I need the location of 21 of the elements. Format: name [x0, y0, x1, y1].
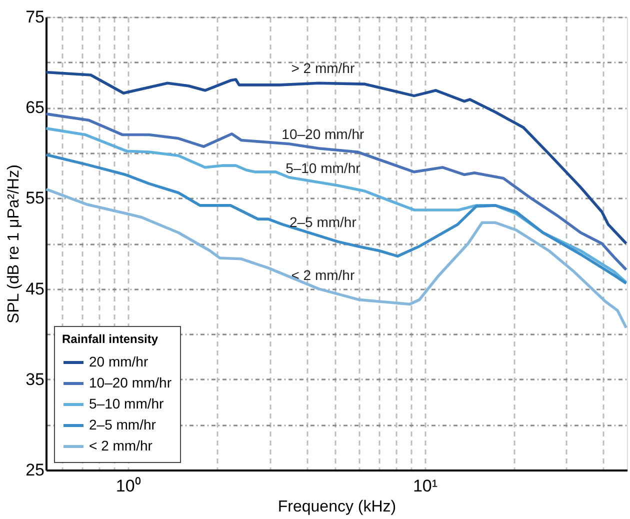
legend-label: < 2 mm/hr [89, 438, 153, 454]
annotation: 5–10 mm/hr [286, 160, 361, 176]
y-axis-title: SPL (dB re 1 μPa²/Hz) [6, 164, 23, 324]
legend-label: 20 mm/hr [89, 354, 148, 370]
x-tick-label: 10¹ [412, 476, 438, 496]
y-tick-label: 65 [26, 98, 44, 118]
x-tick-label: 10⁰ [116, 476, 141, 496]
legend-label: 2–5 mm/hr [89, 416, 156, 432]
y-tick-label: 35 [26, 370, 44, 389]
y-tick-label: 55 [26, 188, 44, 208]
legend-title: Rainfall intensity [62, 332, 158, 346]
annotation: 2–5 mm/hr [289, 214, 357, 230]
x-axis-title: Frequency (kHz) [278, 498, 396, 516]
legend-label: 10–20 mm/hr [89, 374, 172, 390]
y-tick-label: 75 [26, 8, 44, 26]
y-tick-label: 25 [26, 460, 44, 480]
y-tick-label: 45 [26, 279, 44, 298]
legend-label: 5–10 mm/hr [89, 396, 164, 412]
annotation: > 2 mm/hr [291, 60, 355, 76]
annotation: < 2 mm/hr [291, 266, 355, 283]
annotation: 10–20 mm/hr [282, 126, 364, 142]
